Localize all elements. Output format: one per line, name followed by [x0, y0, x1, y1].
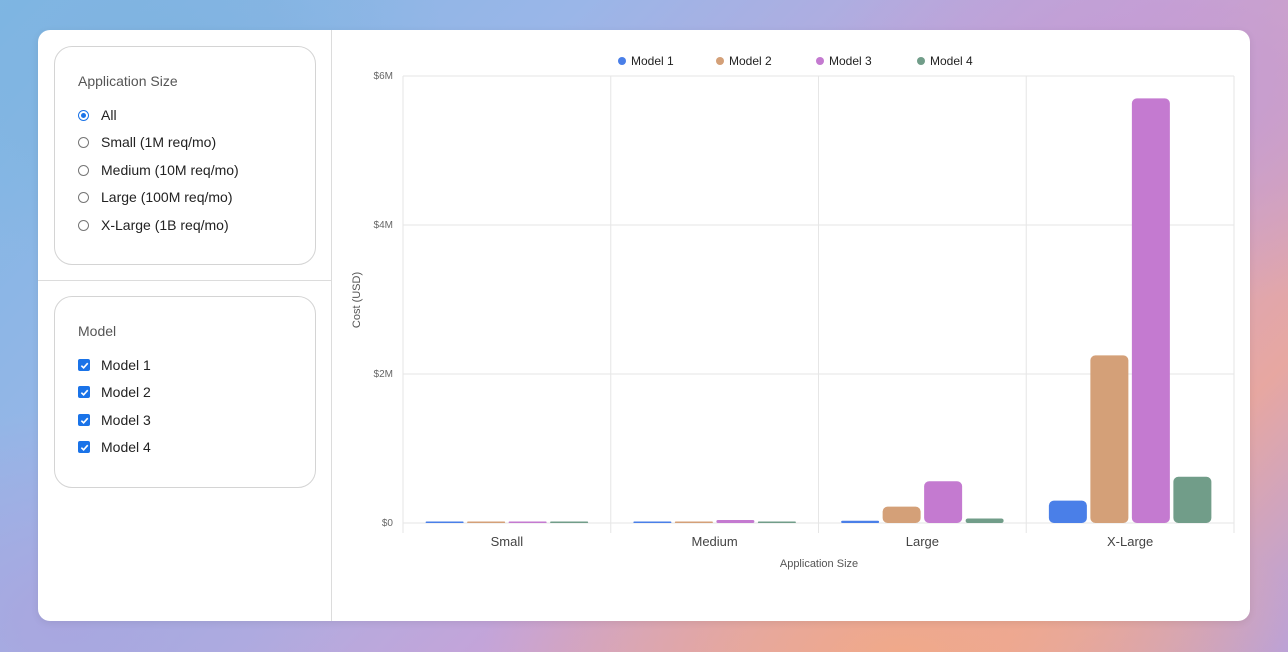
radio-medium[interactable] [78, 164, 89, 176]
model-option-label: Model 3 [101, 412, 151, 428]
y-tick-label: $4M [374, 220, 393, 231]
size-option-label: Small (1M req/mo) [101, 134, 217, 150]
radio-xlarge[interactable] [78, 219, 89, 231]
bar-chart: Cost (USD) Application Size $0 $2M $4M $6M S… [351, 71, 1235, 570]
checkmark-icon [80, 389, 88, 396]
dashboard-card: Application Size All Small (1M req/mo) M… [38, 30, 1250, 621]
bar-model-1-medium[interactable] [633, 521, 672, 524]
size-option-all[interactable]: All [78, 105, 117, 125]
bar-model-3-medium[interactable] [716, 520, 755, 523]
model-panel: Model Model 1 Model 2 Model 3 [54, 296, 316, 488]
x-axis-title: Application Size [780, 558, 858, 570]
sidebar-divider [38, 280, 331, 281]
bar-model-1-small[interactable] [425, 521, 464, 524]
bar-model-4-x-large[interactable] [1173, 476, 1212, 523]
x-tick-label: X-Large [1107, 534, 1153, 549]
size-option-label: X-Large (1B req/mo) [101, 217, 229, 233]
legend-label: Model 1 [631, 54, 674, 68]
size-option-small[interactable]: Small (1M req/mo) [78, 132, 216, 152]
model-option-label: Model 1 [101, 357, 151, 373]
bar-model-4-medium[interactable] [757, 521, 796, 524]
bar-model-2-medium[interactable] [674, 521, 713, 524]
size-option-label: Large (100M req/mo) [101, 189, 233, 205]
checkbox-model-2[interactable] [78, 386, 90, 398]
radio-large[interactable] [78, 191, 89, 203]
filter-sidebar: Application Size All Small (1M req/mo) M… [38, 30, 332, 621]
size-option-xlarge[interactable]: X-Large (1B req/mo) [78, 215, 229, 235]
bar-model-2-small[interactable] [467, 521, 506, 524]
legend-swatch [816, 57, 824, 65]
size-option-medium[interactable]: Medium (10M req/mo) [78, 160, 239, 180]
legend-item-model-1[interactable]: Model 1 [618, 54, 674, 68]
x-tick-label: Medium [692, 534, 738, 549]
x-tick-label: Large [906, 534, 939, 549]
chart-legend: Model 1 Model 2 Model 3 Model 4 [333, 54, 1250, 70]
bar-model-4-small[interactable] [550, 521, 589, 524]
bar-model-1-large[interactable] [841, 520, 880, 523]
legend-label: Model 4 [930, 54, 973, 68]
size-option-label: All [101, 107, 117, 123]
model-title: Model [78, 323, 117, 339]
application-size-title: Application Size [78, 73, 178, 89]
y-tick-label: $2M [374, 369, 393, 380]
application-size-panel: Application Size All Small (1M req/mo) M… [54, 46, 316, 265]
checkbox-model-4[interactable] [78, 441, 90, 453]
size-option-label: Medium (10M req/mo) [101, 162, 239, 178]
bar-model-3-small[interactable] [508, 521, 547, 524]
bar-model-4-large[interactable] [965, 518, 1004, 523]
chart-area: Model 1 Model 2 Model 3 Model 4 Cost (US… [333, 30, 1250, 621]
model-option-label: Model 2 [101, 384, 151, 400]
checkmark-icon [80, 417, 88, 424]
legend-swatch [917, 57, 925, 65]
legend-swatch [716, 57, 724, 65]
y-tick-label: $6M [374, 71, 393, 82]
model-option-2[interactable]: Model 2 [78, 382, 151, 402]
model-option-3[interactable]: Model 3 [78, 410, 151, 430]
y-axis-title: Cost (USD) [351, 272, 363, 328]
model-option-label: Model 4 [101, 439, 151, 455]
bar-model-3-large[interactable] [924, 481, 963, 523]
legend-item-model-3[interactable]: Model 3 [816, 54, 872, 68]
legend-item-model-2[interactable]: Model 2 [716, 54, 772, 68]
bar-model-2-x-large[interactable] [1090, 355, 1129, 523]
legend-label: Model 3 [829, 54, 872, 68]
legend-item-model-4[interactable]: Model 4 [917, 54, 973, 68]
checkbox-model-3[interactable] [78, 414, 90, 426]
checkmark-icon [80, 444, 88, 451]
bar-model-3-x-large[interactable] [1131, 98, 1170, 523]
checkmark-icon [80, 362, 88, 369]
model-option-4[interactable]: Model 4 [78, 437, 151, 457]
x-tick-label: Small [491, 534, 524, 549]
legend-swatch [618, 57, 626, 65]
legend-label: Model 2 [729, 54, 772, 68]
y-tick-label: $0 [382, 518, 394, 529]
radio-small[interactable] [78, 136, 89, 148]
checkbox-model-1[interactable] [78, 359, 90, 371]
bar-model-2-large[interactable] [882, 506, 921, 523]
bar-model-1-x-large[interactable] [1048, 500, 1087, 523]
size-option-large[interactable]: Large (100M req/mo) [78, 187, 233, 207]
radio-all[interactable] [78, 109, 89, 121]
model-option-1[interactable]: Model 1 [78, 355, 151, 375]
